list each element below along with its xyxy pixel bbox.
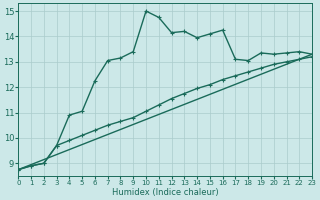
X-axis label: Humidex (Indice chaleur): Humidex (Indice chaleur): [112, 188, 219, 197]
